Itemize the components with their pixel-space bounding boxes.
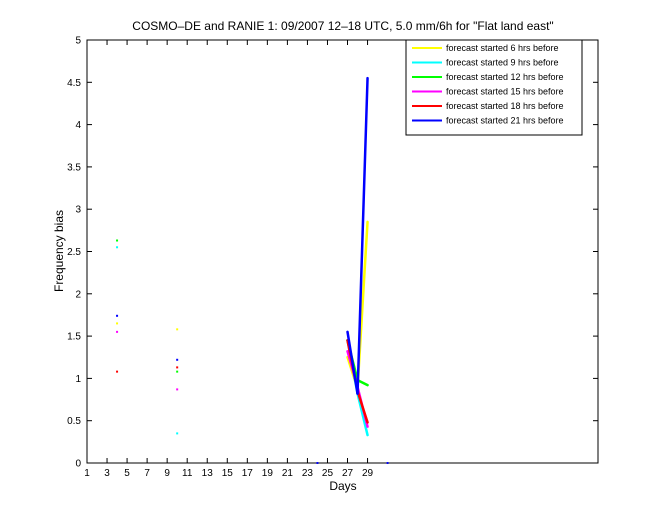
legend: forecast started 6 hrs before forecast st… bbox=[405, 39, 583, 136]
series-line-segment bbox=[356, 378, 369, 387]
x-tick-label: 15 bbox=[222, 468, 234, 479]
y-tick-label: 2.5 bbox=[67, 247, 81, 258]
y-tick-label: 0 bbox=[75, 459, 81, 470]
data-point bbox=[116, 239, 119, 242]
x-tick-label: 3 bbox=[104, 468, 110, 479]
data-point bbox=[116, 246, 119, 249]
legend-label: forecast started 21 hrs before bbox=[446, 116, 564, 126]
y-tick-label: 4 bbox=[75, 120, 81, 131]
x-tick-label: 7 bbox=[144, 468, 150, 479]
series-line-segment bbox=[356, 389, 369, 424]
data-point bbox=[176, 388, 179, 391]
legend-label: forecast started 6 hrs before bbox=[446, 43, 559, 53]
x-tick-label: 5 bbox=[124, 468, 130, 479]
data-point bbox=[116, 370, 119, 373]
series-line-segment bbox=[356, 76, 369, 395]
y-tick-label: 2 bbox=[75, 289, 81, 300]
x-tick-label: 23 bbox=[302, 468, 314, 479]
data-point bbox=[176, 358, 179, 361]
x-tick-label: 29 bbox=[362, 468, 374, 479]
series-line-segment bbox=[346, 330, 359, 395]
series-line-segment bbox=[356, 392, 369, 437]
data-point bbox=[116, 330, 119, 333]
legend-label: forecast started 18 hrs before bbox=[446, 101, 564, 111]
chart-title: COSMO–DE and RANIE 1: 09/2007 12–18 UTC,… bbox=[132, 19, 553, 33]
y-tick-label: 4.5 bbox=[67, 78, 81, 89]
x-tick-label: 1 bbox=[84, 468, 90, 479]
legend-label: forecast started 9 hrs before bbox=[446, 58, 559, 68]
series-6 bbox=[116, 76, 389, 464]
y-tick-label: 0.5 bbox=[67, 416, 81, 427]
x-tick-label: 11 bbox=[182, 468, 193, 479]
x-tick-label: 19 bbox=[262, 468, 274, 479]
legend-label: forecast started 12 hrs before bbox=[446, 72, 564, 82]
y-tick-label: 3 bbox=[75, 205, 81, 216]
x-axis-label: Days bbox=[329, 479, 356, 493]
x-tick-label: 13 bbox=[202, 468, 214, 479]
x-tick-label: 25 bbox=[322, 468, 334, 479]
data-point bbox=[316, 462, 319, 464]
x-tick-label: 21 bbox=[282, 468, 294, 479]
data-point bbox=[386, 462, 389, 464]
x-tick-label: 27 bbox=[342, 468, 354, 479]
data-point bbox=[116, 322, 119, 325]
data-point bbox=[176, 432, 179, 435]
data-point bbox=[176, 370, 179, 373]
data-point bbox=[116, 314, 119, 317]
data-point bbox=[176, 328, 179, 331]
y-tick-label: 3.5 bbox=[67, 162, 81, 173]
plot-area: 1 3 5 7 9 11 13 15 17 19 21 23 25 27 2900.511.522.533.… bbox=[67, 36, 599, 479]
data-point bbox=[176, 366, 179, 369]
y-tick-label: 1.5 bbox=[67, 332, 81, 343]
y-tick-label: 1 bbox=[75, 374, 81, 385]
x-tick-label: 17 bbox=[242, 468, 254, 479]
legend-label: forecast started 15 hrs before bbox=[446, 87, 564, 97]
legend-box bbox=[405, 39, 583, 136]
x-tick-label: 9 bbox=[164, 468, 170, 479]
y-tick-label: 5 bbox=[75, 36, 81, 47]
y-axis-label: Frequency bias bbox=[52, 210, 66, 292]
